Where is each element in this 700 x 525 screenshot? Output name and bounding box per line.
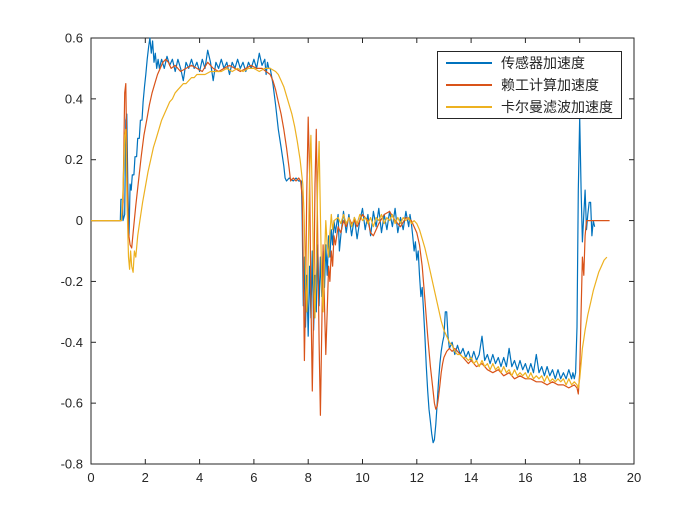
series-line-calculated	[91, 58, 610, 416]
legend-line-sample-kalman	[446, 106, 492, 108]
x-tick-label: 4	[196, 470, 203, 485]
y-tick-label: 0.4	[65, 91, 83, 106]
y-tick-label: -0.2	[61, 274, 83, 289]
legend-item-kalman: 卡尔曼滤波加速度	[438, 100, 621, 114]
series-line-sensor	[91, 37, 596, 444]
x-tick-label: 10	[355, 470, 369, 485]
legend-line-sample-sensor	[446, 62, 492, 64]
x-tick-label: 0	[87, 470, 94, 485]
y-tick-label: 0	[76, 213, 83, 228]
x-tick-label: 8	[305, 470, 312, 485]
y-tick-label: 0.2	[65, 152, 83, 167]
legend-line-sample-calculated	[446, 84, 492, 86]
legend: 传感器加速度 赖工计算加速度 卡尔曼滤波加速度	[437, 51, 622, 119]
legend-item-sensor: 传感器加速度	[438, 56, 621, 70]
x-tick-label: 6	[250, 470, 257, 485]
x-tick-label: 2	[142, 470, 149, 485]
y-tick-label: -0.4	[61, 335, 83, 350]
y-tick-label: -0.6	[61, 396, 83, 411]
legend-item-calculated: 赖工计算加速度	[438, 78, 621, 92]
x-tick-label: 14	[464, 470, 478, 485]
legend-label-sensor: 传感器加速度	[501, 55, 585, 71]
x-tick-label: 16	[518, 470, 532, 485]
x-tick-label: 18	[572, 470, 586, 485]
x-tick-label: 12	[410, 470, 424, 485]
x-tick-label: 20	[627, 470, 641, 485]
legend-label-kalman: 卡尔曼滤波加速度	[501, 99, 613, 115]
y-tick-label: -0.8	[61, 457, 83, 472]
y-tick-label: 0.6	[65, 31, 83, 46]
legend-label-calculated: 赖工计算加速度	[501, 77, 599, 93]
series-line-kalman	[91, 67, 608, 389]
